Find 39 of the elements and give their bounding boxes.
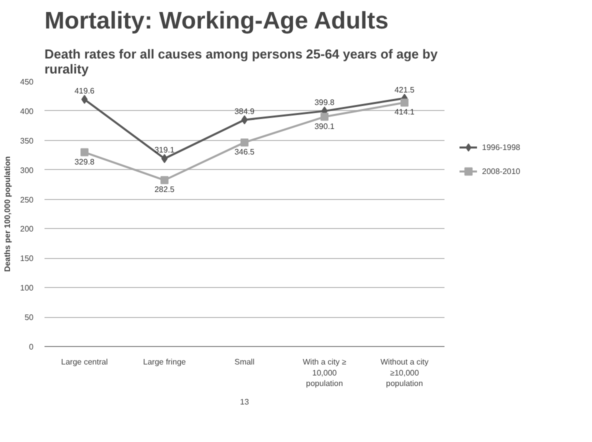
y-tick-label: 250 <box>20 195 34 204</box>
point <box>400 98 408 107</box>
point <box>161 154 168 164</box>
y-tick-label: 150 <box>20 254 34 264</box>
y-tick-label: 450 <box>20 78 34 86</box>
y-tick-label: 100 <box>20 284 34 293</box>
data-label: 421.5 <box>394 85 416 94</box>
x-tick-label: Small <box>234 358 255 366</box>
y-tick-label: 300 <box>20 166 34 175</box>
y-axis-title: Deaths per 100,000 population <box>3 156 12 272</box>
x-tick-label: With a city ≥ 10,000 population <box>302 358 347 388</box>
legend-label: 2008-2010 <box>482 166 520 176</box>
point <box>81 94 88 104</box>
text: 13 <box>240 398 250 406</box>
point <box>240 138 248 146</box>
point <box>80 148 88 156</box>
data-label: 319.1 <box>154 146 176 155</box>
data-label: 419.6 <box>74 86 96 96</box>
y-tick-label: 0 <box>29 342 34 352</box>
data-label: 399.8 <box>314 98 336 108</box>
chart-subtitle: Death rates for all causes among persons 25-64 years of age by rurality <box>44 46 438 76</box>
y-tick-label: 200 <box>20 224 34 234</box>
data-label: 414.1 <box>394 108 416 117</box>
point <box>160 176 168 184</box>
y-tick-label: 400 <box>20 106 34 116</box>
y-tick-label: 50 <box>24 313 34 322</box>
point <box>320 112 328 121</box>
data-label: 384.9 <box>234 106 256 116</box>
chart-title: Mortality: Working-Age Adults <box>44 8 388 34</box>
legend-label: 1996-1998 <box>482 142 520 152</box>
data-label: 390.1 <box>314 122 336 131</box>
x-tick-label: Large fringe <box>143 358 186 366</box>
point <box>241 115 248 124</box>
data-label: 282.5 <box>154 185 176 194</box>
data-label: 346.5 <box>234 147 256 156</box>
x-tick-label: Without a city ≥10,000 population <box>380 358 429 388</box>
y-tick-label: 350 <box>20 136 34 146</box>
data-label: 329.8 <box>74 157 96 166</box>
x-tick-label: Large central <box>61 358 108 366</box>
